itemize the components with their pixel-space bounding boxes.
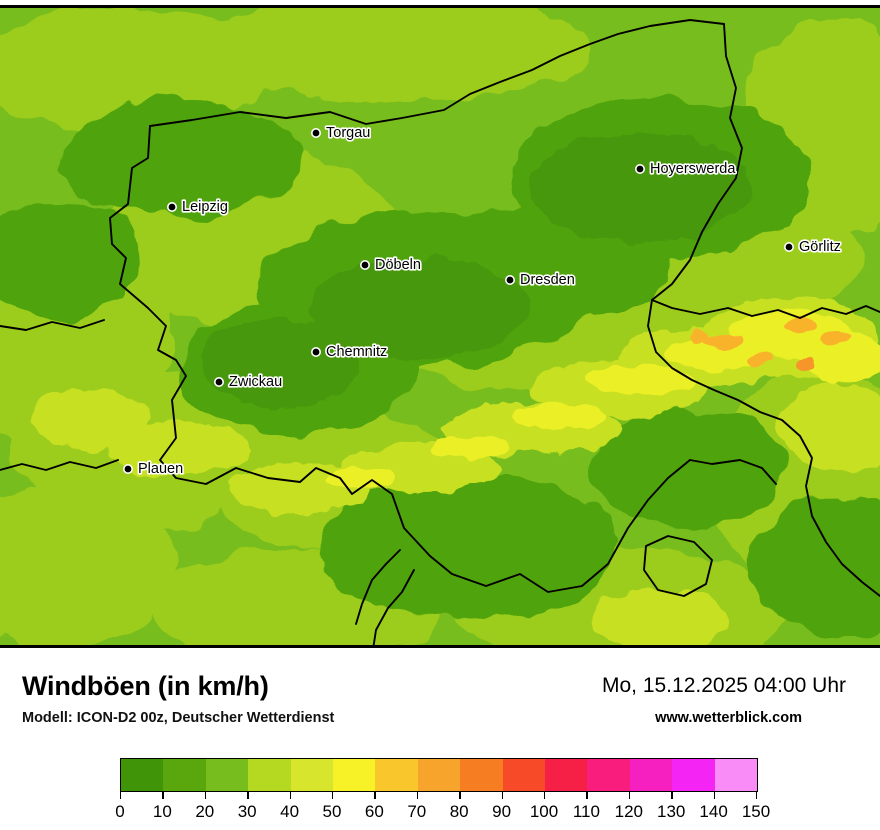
city-marker-chemnitz[interactable]: Chemnitz: [310, 342, 389, 361]
colorbar-band-10-20: [163, 759, 206, 791]
state-border-sachsen: [109, 19, 880, 625]
city-marker-hoyerswerda[interactable]: Hoyerswerda: [634, 159, 738, 178]
city-dot: [123, 463, 134, 474]
colorbar-band-40-50: [290, 759, 334, 791]
city-label: Chemnitz: [326, 344, 387, 360]
colorbar-tick-60: [374, 792, 376, 799]
colorbar-tick-label-110: 110: [572, 802, 600, 821]
colorbar-tick-label-30: 30: [237, 802, 257, 821]
city-label: Zwickau: [229, 374, 282, 390]
colorbar-tick-80: [459, 792, 461, 799]
colorbar-tick-label-90: 90: [492, 802, 512, 821]
colorbar-tick-40: [289, 792, 291, 799]
colorbar-tick-label-120: 120: [614, 802, 643, 821]
city-marker-leipzig[interactable]: Leipzig: [167, 197, 230, 216]
colorbar-tick-120: [628, 792, 631, 799]
colorbar-band-20-30: [205, 759, 249, 791]
city-marker-dresden[interactable]: Dresden: [504, 270, 576, 289]
colorbar-band-110-120: [587, 759, 630, 791]
wind-gust-heatmap: Torgau Leipzig Hoyerswerda Döbeln Dresde…: [0, 8, 880, 645]
colorbar-tick-110: [586, 792, 588, 799]
colorbar-band-0-10: [121, 759, 164, 791]
colorbar-tick-label-40: 40: [280, 802, 300, 821]
city-label: Dresden: [520, 272, 575, 288]
colorbar-tick-10: [162, 792, 164, 799]
colorbar-tick-70: [416, 792, 419, 799]
city-markers: Torgau Leipzig Hoyerswerda Döbeln Dresde…: [123, 123, 843, 478]
colorbar-band-70-80: [417, 759, 461, 791]
city-marker-torgau[interactable]: Torgau: [310, 123, 372, 142]
colorbar-band-50-60: [333, 759, 376, 791]
colorbar-band-120-130: [629, 759, 673, 791]
city-dot: [310, 128, 321, 139]
city-dot: [783, 242, 794, 253]
footer-panel: Windböen (in km/h) Modell: ICON-D2 00z, …: [0, 648, 880, 830]
city-label: Görlitz: [799, 239, 841, 255]
city-label: Döbeln: [375, 257, 421, 273]
city-dot: [167, 202, 178, 213]
model-caption: Modell: ICON-D2 00z, Deutscher Wetterdie…: [22, 710, 335, 726]
city-dot: [359, 260, 370, 271]
site-url-label: www.wetterblick.com: [655, 710, 802, 726]
city-label: Hoyerswerda: [650, 161, 736, 177]
colorbar-tick-labels: 0 10 20 30 40 50 60 70 80 90 100 110 120 130 140 150: [115, 802, 770, 826]
city-label: Leipzig: [182, 199, 228, 215]
colorbar-tick-150: [756, 792, 758, 799]
city-dot: [214, 376, 225, 387]
colorbar-band-80-90: [460, 759, 503, 791]
colorbar-tick-label-150: 150: [741, 802, 771, 821]
colorbar-band-100-110: [545, 759, 588, 791]
weather-map-panel: Torgau Leipzig Hoyerswerda Döbeln Dresde…: [0, 5, 880, 648]
colorbar-tick-0: [120, 792, 122, 799]
colorbar-tick-100: [544, 792, 546, 799]
colorbar-ticks: [120, 792, 758, 800]
page-title: Windböen (in km/h): [22, 671, 269, 701]
heatmap-band-10-20-detail: [200, 133, 750, 408]
colorbar-band-60-70: [375, 759, 418, 791]
colorbar-tick-label-20: 20: [195, 802, 215, 821]
colorbar-tick-label-0: 0: [115, 802, 125, 821]
colorbar-band-90-100: [502, 759, 546, 791]
colorbar-swatches: [120, 758, 758, 792]
district-border-lines: [0, 319, 415, 645]
colorbar-tick-label-10: 10: [152, 802, 172, 821]
colorbar-tick-label-100: 100: [529, 802, 559, 821]
colorbar-band-140-150: [714, 759, 758, 791]
colorbar-tick-label-80: 80: [449, 802, 469, 821]
colorbar-tick-20: [204, 792, 207, 799]
colorbar-tick-label-70: 70: [407, 802, 427, 821]
city-marker-zwickau[interactable]: Zwickau: [214, 372, 284, 391]
heatmap-band-50-60: [325, 309, 880, 488]
heatmap-band-60-70: [690, 319, 849, 373]
colorbar-band-30-40: [248, 759, 291, 791]
valid-time-label: Mo, 15.12.2025 04:00 Uhr: [601, 674, 846, 697]
city-dot: [634, 164, 645, 175]
city-marker-plauen[interactable]: Plauen: [123, 459, 185, 478]
colorbar-tick-label-130: 130: [657, 802, 686, 821]
colorbar-tick-label-60: 60: [364, 802, 384, 821]
colorbar-tick-140: [713, 792, 715, 799]
city-dot: [504, 274, 515, 285]
city-dot: [310, 346, 321, 357]
colorbar-tick-label-50: 50: [322, 802, 342, 821]
colorbar-tick-130: [671, 792, 673, 799]
colorbar-band-130-140: [672, 759, 715, 791]
colorbar-tick-50: [332, 792, 334, 799]
city-marker-doebeln[interactable]: Döbeln: [359, 255, 423, 274]
colorbar-tick-30: [247, 792, 249, 799]
colorbar-tick-label-140: 140: [699, 802, 728, 821]
colorbar-legend: 0 10 20 30 40 50 60 70 80 90 100 110 120 130 140 150: [115, 758, 770, 826]
city-marker-goerlitz[interactable]: Görlitz: [783, 237, 843, 256]
city-label: Plauen: [138, 461, 183, 477]
city-label: Torgau: [326, 125, 370, 141]
colorbar-tick-90: [501, 792, 503, 799]
